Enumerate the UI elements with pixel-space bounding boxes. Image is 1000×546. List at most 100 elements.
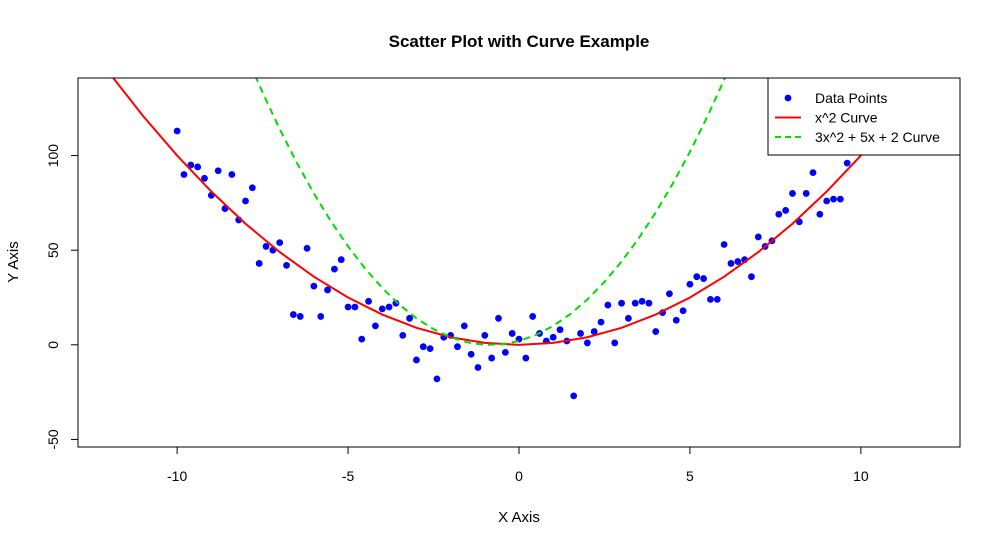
data-point [324,286,331,294]
data-point [823,197,831,205]
data-point [214,167,222,175]
data-point [242,197,249,205]
data-point [700,275,708,282]
data-point [782,207,790,214]
data-point [577,330,584,337]
legend-label: 3x^2 + 5x + 2 Curve [815,129,940,145]
data-point [406,314,414,322]
data-point [180,171,188,178]
y-tick-label: 50 [45,242,61,258]
data-point [365,297,372,305]
legend-label: x^2 Curve [815,110,878,126]
data-point [392,299,400,307]
data-point [754,233,762,241]
y-axis-label: Y Axis [5,241,22,282]
data-point [727,260,735,267]
data-point [604,301,612,309]
data-point [556,326,564,334]
data-point [378,305,386,313]
data-point [255,260,263,267]
data-point [501,348,509,356]
quadratic-curve-line [255,78,727,346]
data-point [583,339,591,347]
data-point [303,244,311,252]
y-tick-label: 100 [45,144,61,168]
data-point [344,303,352,311]
data-point [488,354,496,362]
data-point [597,318,605,326]
data-point [173,127,181,135]
data-point [426,345,434,352]
data-point [570,392,578,400]
data-point [508,330,516,337]
data-point [802,190,810,197]
chart-title: Scatter Plot with Curve Example [389,32,650,51]
data-point [372,322,379,330]
data-point [529,313,537,320]
data-point [330,265,338,273]
data-point [317,313,325,320]
data-point [351,303,359,311]
data-point [843,159,851,167]
data-point [522,354,530,362]
x-tick-label: -10 [167,468,187,484]
data-point [433,375,441,383]
data-point [672,316,680,324]
data-point [652,328,660,335]
data-point [419,343,427,351]
x-tick-label: 10 [853,468,869,484]
data-point [481,331,489,339]
y-axis: -50 0 50 100 [45,144,78,450]
data-point [201,174,208,182]
data-point [713,296,721,303]
data-point [631,299,639,307]
data-point [789,190,796,197]
data-point [310,282,318,290]
data-point [611,339,619,347]
data-point [686,280,694,288]
data-point [413,356,420,364]
data-point [385,303,393,311]
data-point [679,307,687,315]
data-point [707,296,714,303]
data-point [358,335,366,343]
x-tick-label: 0 [515,468,523,484]
data-point [638,297,646,305]
data-point [809,169,817,177]
x-axis-label: X Axis [498,509,540,526]
data-point [836,195,844,203]
data-point [460,322,468,330]
data-point [645,299,653,307]
data-point [289,311,297,318]
data-point [748,273,755,281]
x-axis: -10 -5 0 5 10 [167,447,869,484]
data-point [283,261,290,269]
data-point [624,314,632,322]
data-point [618,299,625,307]
data-point [720,241,728,248]
data-point [775,210,783,218]
data-point [474,364,482,371]
data-point [830,195,837,203]
legend-point-marker [784,94,792,102]
data-point [276,239,284,247]
data-point [590,328,598,335]
y-tick-label: 0 [45,341,61,349]
data-point [262,243,270,250]
x-squared-curve-line [111,78,927,346]
data-point [454,343,461,351]
data-point [337,256,345,264]
x-tick-label: -5 [342,468,355,484]
x-tick-label: 5 [686,468,694,484]
y-tick-label: -50 [45,429,61,449]
data-point [666,290,673,298]
data-point [734,258,742,265]
data-point [549,333,557,341]
data-point [228,171,236,178]
data-point [399,331,407,339]
data-point [816,210,824,218]
legend-label: Data Points [815,90,887,106]
data-point [495,314,502,322]
plot-frame [77,77,961,448]
